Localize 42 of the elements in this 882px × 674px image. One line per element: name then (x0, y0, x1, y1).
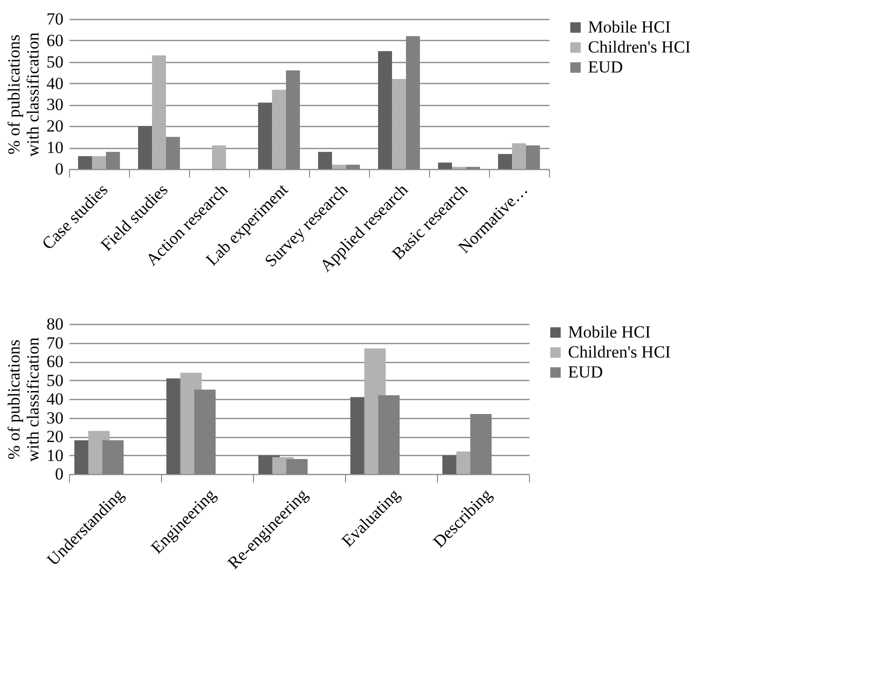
legend-label: Mobile HCI (588, 18, 671, 36)
y-tick-label: 0 (55, 464, 64, 484)
y-tick-label: 10 (46, 446, 64, 465)
bar (106, 152, 120, 169)
bar (272, 90, 286, 169)
bar (318, 152, 332, 169)
bar (332, 164, 346, 169)
bar (378, 51, 392, 169)
y-tick-label: 40 (46, 390, 64, 408)
y-tick-label: 50 (46, 370, 64, 390)
bar (438, 162, 452, 169)
y-tick-label: 50 (46, 52, 64, 72)
bar (152, 55, 166, 169)
bar (392, 79, 406, 169)
y-axis-title: % of publications with classification (4, 32, 42, 157)
y-tick-label: 80 (46, 314, 64, 334)
bar (258, 102, 272, 169)
bar (512, 143, 526, 169)
bar (92, 156, 106, 169)
y-tick-label: 70 (46, 333, 64, 352)
bar (286, 459, 308, 474)
y-tick-label: 30 (46, 95, 64, 114)
legend-label: Children's HCI (588, 38, 692, 56)
bar (498, 154, 512, 169)
y-tick-label: 10 (46, 138, 64, 158)
legend-label: Mobile HCI (568, 322, 651, 342)
bar (138, 126, 152, 169)
y-axis-title: % of publications with classification (4, 336, 42, 462)
legend-label: EUD (588, 58, 623, 76)
legend-label: Children's HCI (568, 342, 672, 362)
y-tick-label: 20 (46, 427, 64, 446)
bar (346, 164, 360, 169)
bar (78, 156, 92, 169)
y-tick-label: 30 (46, 408, 64, 428)
y-tick-label: 60 (46, 352, 64, 371)
legend-label: EUD (568, 362, 603, 382)
y-tick-label: 70 (46, 10, 64, 28)
y-tick-label: 40 (46, 74, 64, 93)
bar (212, 145, 226, 169)
y-tick-label: 60 (46, 30, 64, 50)
y-tick-label: 0 (55, 160, 64, 178)
y-tick-label: 20 (46, 116, 64, 136)
